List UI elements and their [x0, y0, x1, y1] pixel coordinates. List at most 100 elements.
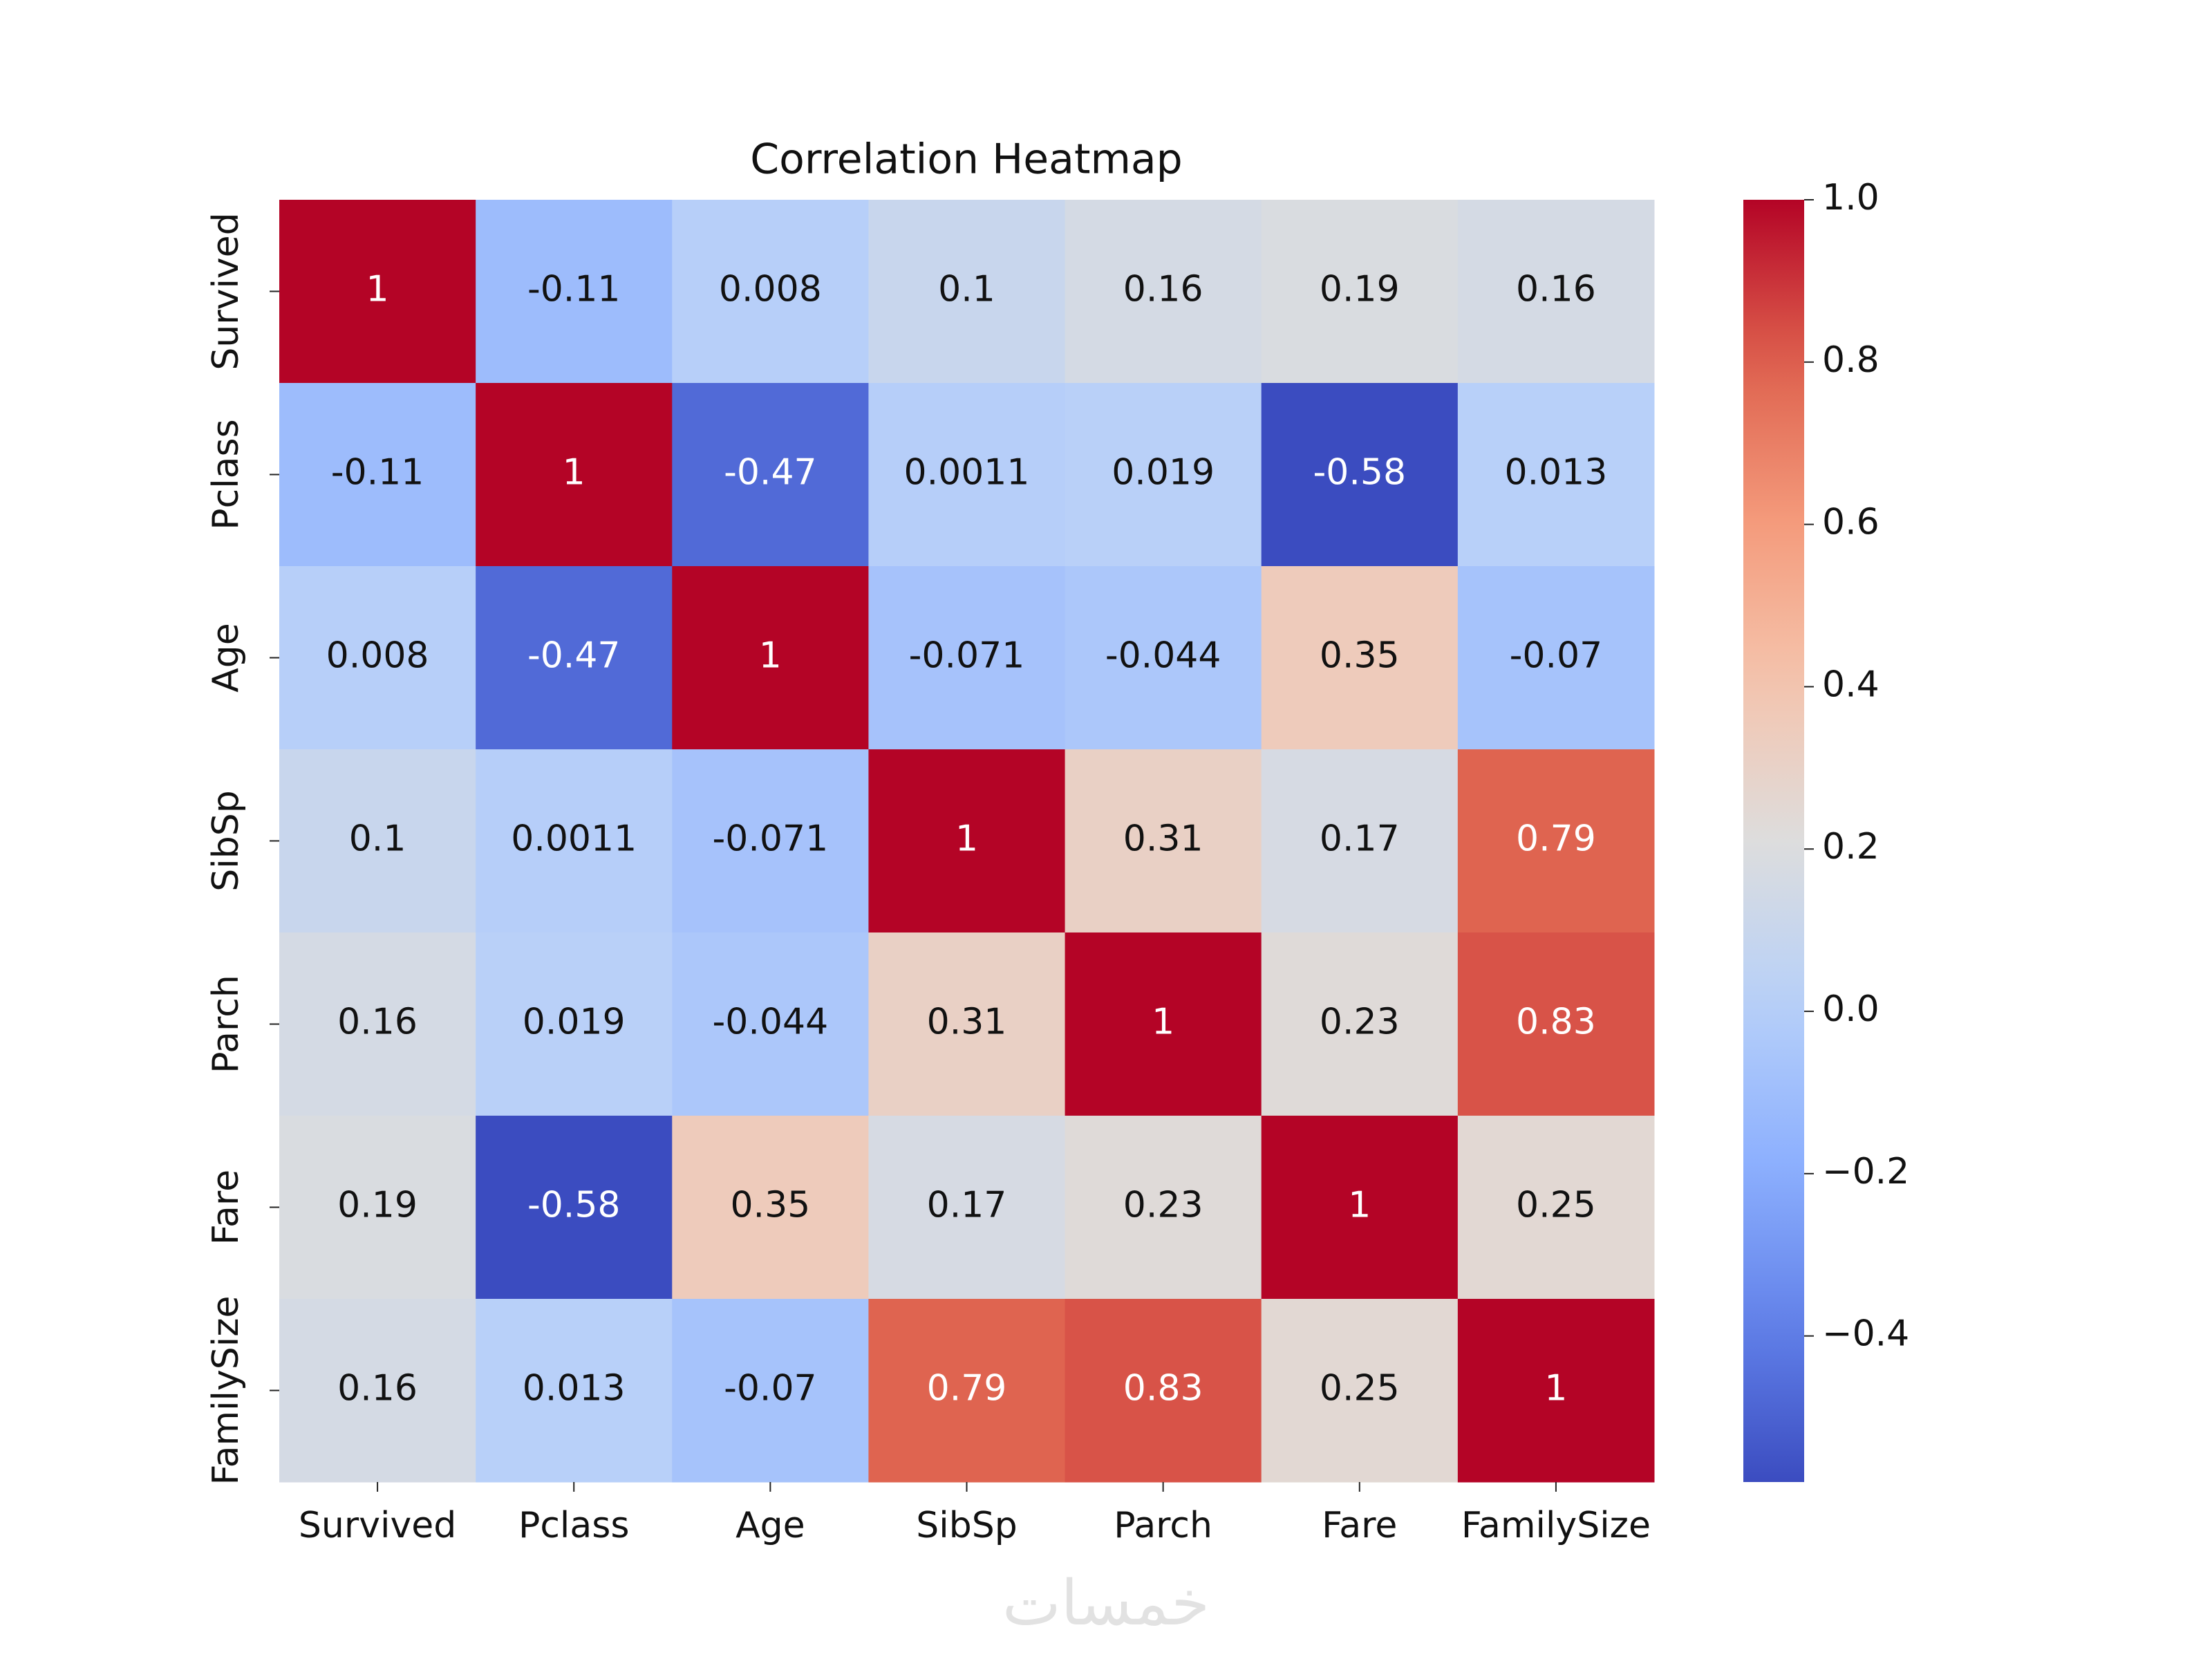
cell [868, 200, 1066, 384]
cell-label: -0.07 [1510, 635, 1603, 677]
cell-label: 0.19 [337, 1185, 418, 1226]
cell [476, 566, 673, 750]
cell [476, 749, 673, 933]
cell-label: 0.16 [1516, 269, 1596, 310]
cell-label: 1 [1348, 1185, 1371, 1226]
cell [1261, 749, 1459, 933]
colorbar [1743, 200, 1804, 1482]
cell-label: 0.25 [1516, 1185, 1596, 1226]
cell-label: 1 [366, 269, 389, 310]
x-tick-label: Pclass [518, 1505, 629, 1546]
cell-label: -0.58 [1313, 452, 1407, 494]
cell-label: 1 [1544, 1368, 1567, 1409]
cell-label: 0.0011 [904, 452, 1030, 494]
cell [476, 1299, 673, 1483]
y-tick-label: FamilySize [205, 1295, 247, 1485]
cell-label: 0.0011 [511, 818, 637, 860]
cell [279, 200, 476, 384]
cell [1065, 566, 1262, 750]
cell [1457, 1299, 1655, 1483]
colorbar-tick-label: 0.8 [1822, 339, 1880, 381]
cell [279, 932, 476, 1116]
cell-label: 0.23 [1320, 1002, 1400, 1043]
y-tick-label: SibSp [205, 790, 247, 891]
cell-label: -0.11 [527, 269, 621, 310]
cell-label: -0.071 [713, 818, 829, 860]
cell-label: -0.044 [713, 1002, 829, 1043]
cell [1261, 200, 1459, 384]
cell-label: 1 [955, 818, 978, 860]
cell [672, 1116, 869, 1300]
x-tick-label: Age [735, 1505, 805, 1546]
cell [1457, 749, 1655, 933]
cell [868, 566, 1066, 750]
cell-label: 0.23 [1123, 1185, 1203, 1226]
cell [1261, 1116, 1459, 1300]
colorbar-tick-label: −0.4 [1822, 1313, 1909, 1355]
cell [868, 1116, 1066, 1300]
cell [868, 1299, 1066, 1483]
cell-label: 1 [563, 452, 585, 494]
cell-label: -0.47 [527, 635, 621, 677]
cell-label: 0.17 [927, 1185, 1007, 1226]
cell [1261, 932, 1459, 1116]
cell-label: 0.008 [326, 635, 429, 677]
cell-label: 0.83 [1516, 1002, 1596, 1043]
cell-label: 0.013 [1504, 452, 1607, 494]
cell [279, 1116, 476, 1300]
x-tick-label: FamilySize [1461, 1505, 1651, 1546]
cell [1065, 200, 1262, 384]
cell [672, 200, 869, 384]
cell-label: 0.79 [927, 1368, 1007, 1409]
cell-label: 1 [1152, 1002, 1174, 1043]
y-tick-label: Pclass [205, 419, 247, 529]
colorbar-tick-label: 1.0 [1822, 177, 1880, 218]
cell-label: 0.35 [730, 1185, 810, 1226]
cell [1261, 383, 1459, 567]
cell [1457, 1116, 1655, 1300]
cell-label: -0.044 [1105, 635, 1221, 677]
cell [1065, 1116, 1262, 1300]
cell [476, 932, 673, 1116]
cell-label: 0.31 [1123, 818, 1203, 860]
cell-label: -0.07 [724, 1368, 817, 1409]
y-tick-label: Survived [205, 212, 247, 370]
cell [1261, 1299, 1459, 1483]
cell-label: 0.31 [927, 1002, 1007, 1043]
cell-label: 0.16 [337, 1002, 418, 1043]
cell-label: 0.83 [1123, 1368, 1203, 1409]
cell [279, 1299, 476, 1483]
cell [476, 1116, 673, 1300]
cell-label: 0.16 [337, 1368, 418, 1409]
cell-label: -0.071 [909, 635, 1025, 677]
cell [868, 383, 1066, 567]
cell [672, 1299, 869, 1483]
cell-label: -0.11 [331, 452, 424, 494]
cell-label: -0.58 [527, 1185, 621, 1226]
cell-label: 0.013 [523, 1368, 626, 1409]
cell-label: 1 [759, 635, 782, 677]
x-tick-label: Survived [299, 1505, 456, 1546]
colorbar-tick-label: −0.2 [1822, 1151, 1909, 1192]
cell [672, 383, 869, 567]
cell [1457, 932, 1655, 1116]
cell-label: 0.19 [1320, 269, 1400, 310]
cell [672, 566, 869, 750]
cell-label: 0.17 [1320, 818, 1400, 860]
cell-label: 0.35 [1320, 635, 1400, 677]
cell [279, 749, 476, 933]
cell [1457, 383, 1655, 567]
colorbar-tick-label: 0.2 [1822, 826, 1880, 868]
x-tick-label: Fare [1322, 1505, 1397, 1546]
cell-label: 0.79 [1516, 818, 1596, 860]
cell [279, 383, 476, 567]
y-tick-label: Age [205, 623, 247, 693]
cell-label: 0.25 [1320, 1368, 1400, 1409]
cell [476, 383, 673, 567]
cell-label: 0.008 [719, 269, 822, 310]
cell-label: 0.019 [1112, 452, 1215, 494]
x-tick-label: SibSp [916, 1505, 1017, 1546]
watermark: خمسات [1002, 1567, 1210, 1640]
colorbar-tick-label: 0.0 [1822, 988, 1880, 1030]
